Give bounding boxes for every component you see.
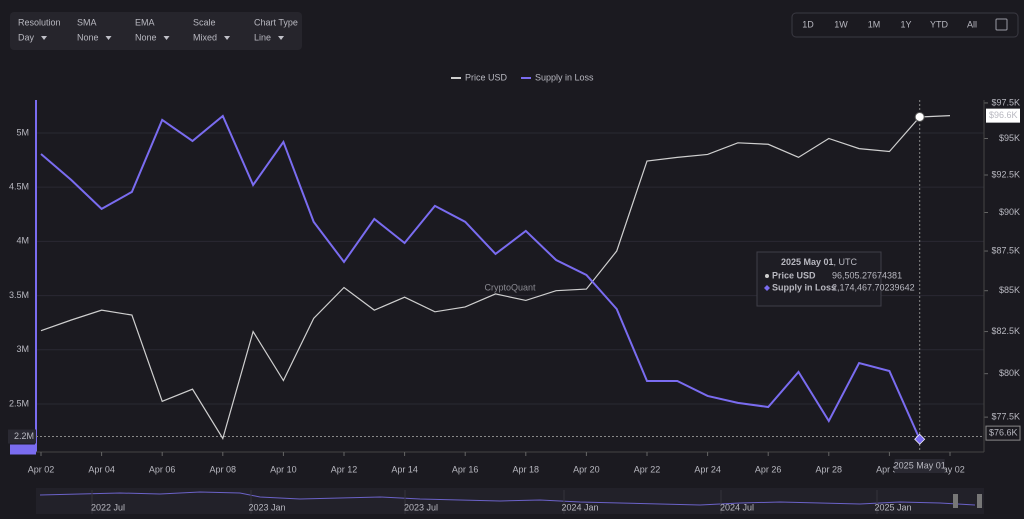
x-tick-label: Apr 02: [28, 464, 55, 474]
last-value-box: [986, 108, 1020, 123]
tooltip-suffix: , UTC: [834, 257, 858, 267]
navigator-handle[interactable]: [953, 494, 958, 508]
x-tick-label: Apr 30: [876, 464, 903, 474]
y-tick-label: 4M: [16, 236, 29, 246]
x-tick-label: Apr 20: [573, 464, 600, 474]
navigator-label: 2022 Jul: [91, 502, 125, 512]
y-tick-label: 4.5M: [9, 182, 29, 192]
x-tick-label: Apr 10: [270, 464, 297, 474]
crosshair-y2-label: $76.6K: [989, 427, 1018, 437]
dropdown-caret: [224, 36, 231, 40]
dropdown-caret: [105, 36, 112, 40]
x-tick-label: Apr 28: [816, 464, 843, 474]
x-tick-label: May 02: [935, 464, 965, 474]
range-button[interactable]: All: [967, 19, 977, 29]
dropdown-caret: [278, 36, 285, 40]
y2-tick-label: $90K: [999, 207, 1020, 217]
crosshair-y-box: [8, 429, 36, 444]
y-tick-label: 2.5M: [9, 398, 29, 408]
dropdown-label: Scale: [193, 17, 216, 27]
watermark: CryptoQuant: [484, 282, 536, 292]
dropdown-label: SMA: [77, 17, 97, 27]
x-tick-label: Apr 06: [149, 464, 176, 474]
tooltip: [756, 251, 882, 307]
x-tick-label: Apr 08: [210, 464, 237, 474]
crosshair-x-box: [894, 459, 945, 473]
toolbar: [10, 12, 302, 50]
y2-tick-label: $97.5K: [991, 97, 1020, 107]
tooltip-name: Price USD: [772, 270, 816, 280]
y-tick-label: 3.5M: [9, 290, 29, 300]
x-tick-label: Apr 14: [391, 464, 418, 474]
dropdown-value[interactable]: Day: [18, 32, 35, 42]
y2-tick-label: $85K: [999, 285, 1020, 295]
crosshair-y-label: 2.2M: [14, 431, 34, 441]
y-tick-label: 3M: [16, 344, 29, 354]
dropdown-value[interactable]: Line: [254, 32, 271, 42]
range-bar: [791, 12, 1019, 38]
navigator-line: [39, 491, 976, 506]
y2-tick-label: $87.5K: [991, 245, 1020, 255]
dropdown-label: Chart Type: [254, 17, 298, 27]
range-button[interactable]: 1Y: [900, 19, 911, 29]
range-button[interactable]: 1W: [834, 19, 848, 29]
x-tick-label: Apr 16: [452, 464, 479, 474]
legend-label: Supply in Loss: [535, 72, 594, 82]
dropdown-value[interactable]: Mixed: [193, 32, 217, 42]
dropdown-label: EMA: [135, 17, 155, 27]
dropdown-value[interactable]: None: [135, 32, 157, 42]
navigator-label: 2025 Jan: [874, 502, 911, 512]
crosshair-y2-box: [985, 425, 1021, 441]
tooltip-value: 96,505.27674381: [832, 270, 902, 280]
y-tick-label: 5M: [16, 127, 29, 137]
range-button[interactable]: 1D: [802, 19, 814, 29]
x-tick-label: Apr 22: [634, 464, 661, 474]
crosshair-y-tag: [10, 444, 36, 455]
y2-tick-label: $92.5K: [991, 169, 1020, 179]
dropdown-label: Resolution: [18, 17, 61, 27]
range-button[interactable]: YTD: [930, 19, 949, 29]
navigator-label: 2024 Jan: [561, 502, 598, 512]
tooltip-value: 2,174,467.70239642: [832, 282, 915, 292]
y2-tick-label: $95K: [999, 133, 1020, 143]
y2-tick-label: $82.5K: [991, 326, 1020, 336]
range-button[interactable]: 1M: [868, 19, 881, 29]
series-line: [40, 115, 951, 440]
price-marker: [914, 111, 925, 122]
x-tick-label: Apr 18: [513, 464, 540, 474]
dropdown-caret: [163, 36, 170, 40]
navigator-handle[interactable]: [977, 494, 982, 508]
tooltip-dot: [765, 274, 769, 278]
navigator-label: 2023 Jan: [248, 502, 285, 512]
navigator-label: 2023 Jul: [404, 502, 438, 512]
tooltip-title: 2025 May 01, UTC: [781, 257, 858, 267]
series-line: [40, 114, 921, 440]
x-tick-label: Apr 04: [88, 464, 115, 474]
dropdown-value[interactable]: None: [77, 32, 99, 42]
calendar-icon[interactable]: [995, 18, 1008, 31]
navigator-label: 2024 Jul: [720, 502, 754, 512]
last-value-label: $96.6K: [989, 110, 1018, 120]
supply-marker: [914, 433, 926, 445]
y2-tick-label: $80K: [999, 368, 1020, 378]
x-tick-label: Apr 12: [331, 464, 358, 474]
tooltip-date: 2025 May 01: [781, 257, 834, 267]
x-tick-label: Apr 24: [694, 464, 721, 474]
x-tick-label: Apr 26: [755, 464, 782, 474]
tooltip-name: Supply in Loss: [772, 282, 836, 292]
crosshair-x-label: 2025 May 01: [894, 460, 946, 470]
dropdown-caret: [41, 36, 48, 40]
legend-label: Price USD: [465, 72, 508, 82]
tooltip-dot: [764, 285, 770, 291]
y2-tick-label: $77.5K: [991, 412, 1020, 422]
